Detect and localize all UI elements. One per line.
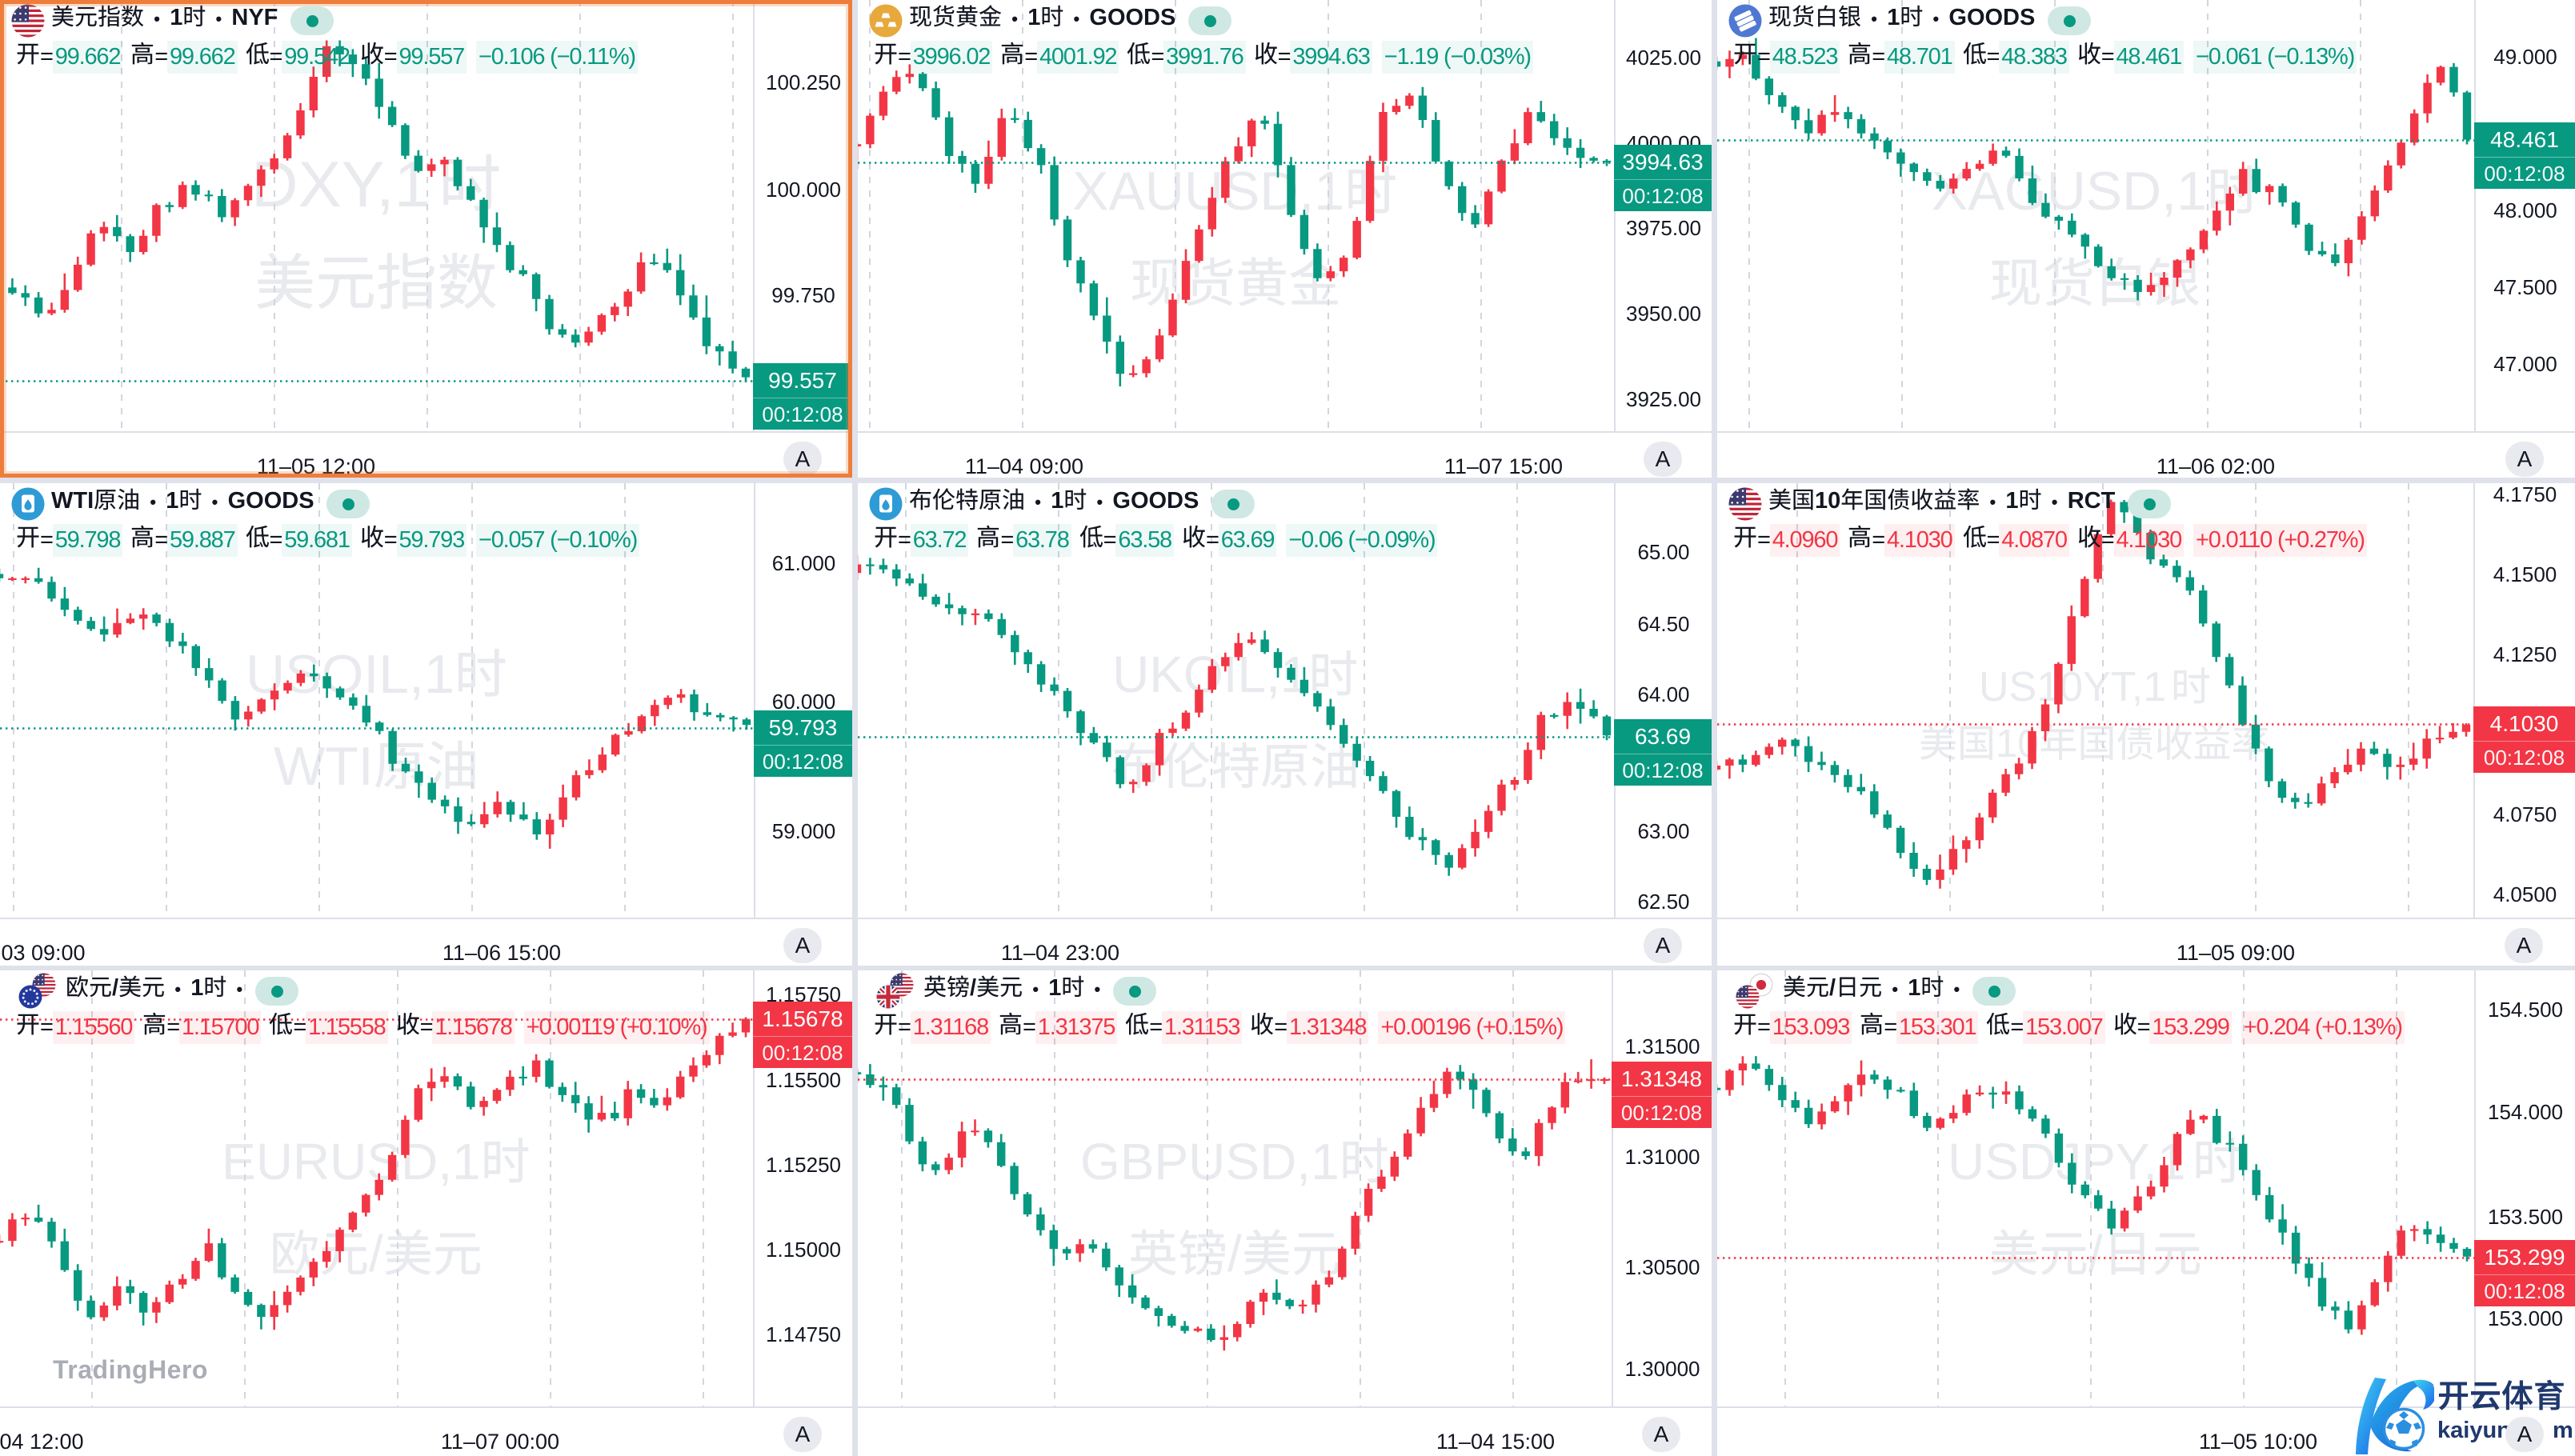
svg-text:GOODS: GOODS bbox=[228, 488, 314, 514]
svg-text:/: / bbox=[369, 1225, 383, 1282]
svg-text:•: • bbox=[1980, 492, 2005, 512]
svg-text:•: • bbox=[1087, 492, 1112, 512]
svg-text:1: 1 bbox=[1051, 488, 1063, 514]
svg-text:DXY,1: DXY,1 bbox=[251, 149, 431, 221]
svg-text:•: • bbox=[140, 492, 166, 512]
svg-text:1: 1 bbox=[1048, 975, 1061, 1001]
svg-text:/: / bbox=[2088, 1225, 2103, 1282]
svg-text:•: • bbox=[165, 979, 190, 999]
svg-text:WTI: WTI bbox=[51, 488, 94, 514]
svg-text:•: • bbox=[1923, 9, 1948, 29]
svg-text:/: / bbox=[1829, 975, 1836, 1001]
svg-text:•: • bbox=[226, 979, 242, 999]
svg-text:/: / bbox=[112, 975, 118, 1001]
svg-text:•: • bbox=[1882, 979, 1908, 999]
svg-text:1: 1 bbox=[1887, 5, 1900, 30]
svg-text:NYF: NYF bbox=[231, 5, 278, 30]
svg-text:GBPUSD,1: GBPUSD,1 bbox=[1080, 1133, 1340, 1190]
svg-text:/: / bbox=[1227, 1225, 1242, 1282]
svg-text:GOODS: GOODS bbox=[1112, 488, 1199, 514]
svg-text:WTI: WTI bbox=[274, 736, 374, 797]
svg-text:1: 1 bbox=[170, 5, 182, 30]
svg-text:•: • bbox=[1944, 979, 1960, 999]
svg-text:•: • bbox=[202, 492, 227, 512]
svg-text:US10YT,1: US10YT,1 bbox=[1979, 664, 2166, 710]
svg-text:•: • bbox=[1025, 492, 1051, 512]
svg-text:GOODS: GOODS bbox=[1948, 5, 2035, 30]
svg-text:•: • bbox=[1002, 9, 1027, 29]
svg-text:•: • bbox=[206, 9, 231, 29]
svg-text:•: • bbox=[1063, 9, 1089, 29]
svg-text:•: • bbox=[2042, 492, 2068, 512]
svg-text:GOODS: GOODS bbox=[1089, 5, 1175, 30]
svg-text:USDJPY,1: USDJPY,1 bbox=[1948, 1133, 2186, 1190]
svg-text:10: 10 bbox=[1815, 488, 1840, 514]
svg-text:•: • bbox=[144, 9, 170, 29]
svg-text:USOIL,1: USOIL,1 bbox=[246, 644, 455, 705]
svg-text:1: 1 bbox=[166, 488, 178, 514]
svg-text:•: • bbox=[1861, 9, 1887, 29]
svg-text:1: 1 bbox=[1908, 975, 1920, 1001]
svg-text:/: / bbox=[970, 975, 976, 1001]
svg-text:1: 1 bbox=[2005, 488, 2018, 514]
svg-text:EURUSD,1: EURUSD,1 bbox=[222, 1133, 481, 1190]
svg-text:•: • bbox=[1084, 979, 1100, 999]
svg-text:XAGUSD,1: XAGUSD,1 bbox=[1932, 161, 2207, 222]
svg-text:1: 1 bbox=[1027, 5, 1040, 30]
svg-text:•: • bbox=[1023, 979, 1048, 999]
svg-text:1: 1 bbox=[190, 975, 203, 1001]
svg-text:RCT: RCT bbox=[2068, 488, 2116, 514]
